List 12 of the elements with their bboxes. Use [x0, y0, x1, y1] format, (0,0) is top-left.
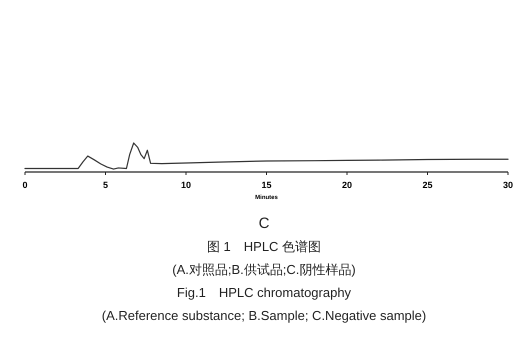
x-tick-label: 20 [342, 180, 352, 190]
x-tick-label: 5 [102, 180, 108, 190]
text: C [258, 215, 270, 232]
caption: Fig.1 HPLC chromatography [176, 285, 352, 300]
x-tick-label: 15 [261, 180, 272, 190]
text: 图 1 HPLC 色谱图 [206, 239, 322, 254]
x-tick-label: 30 [502, 180, 514, 190]
x-tick-label: 10 [180, 180, 192, 190]
x-tick-label: 25 [422, 180, 433, 190]
text: (A.对照品;B.供试品;C.阴性样品) [172, 262, 356, 277]
x-tick-label: 0 [22, 180, 28, 190]
text: (A.Reference substance; B.Sample; C.Negative sample) [102, 308, 426, 323]
